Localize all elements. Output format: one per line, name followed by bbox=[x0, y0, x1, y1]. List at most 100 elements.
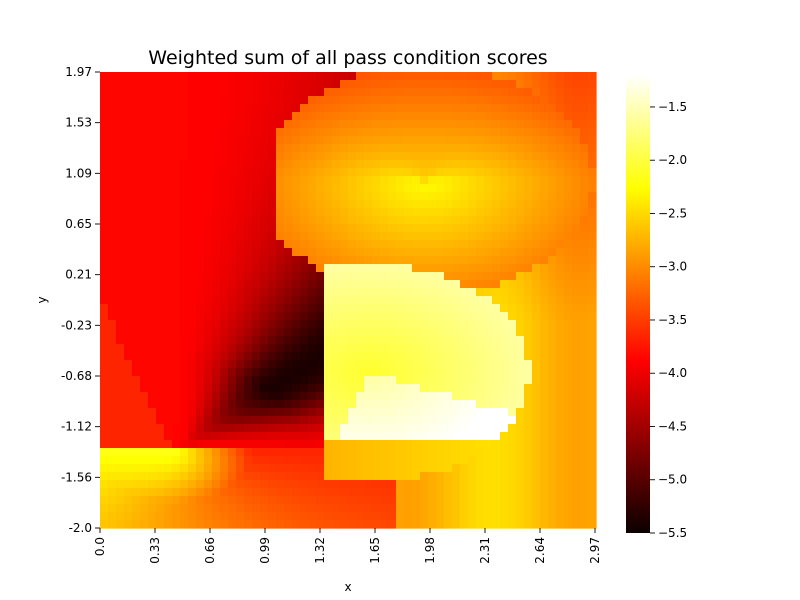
heatmap-cell bbox=[180, 168, 189, 177]
heatmap-cell bbox=[428, 520, 437, 529]
heatmap-cell bbox=[532, 272, 541, 281]
heatmap-cell bbox=[340, 184, 349, 193]
heatmap-cell bbox=[508, 464, 517, 473]
heatmap-cell bbox=[212, 144, 221, 153]
heatmap-cell bbox=[244, 480, 253, 489]
heatmap-cell bbox=[508, 248, 517, 257]
heatmap-cell bbox=[380, 432, 389, 441]
heatmap-cell bbox=[396, 464, 405, 473]
heatmap-cell bbox=[524, 184, 533, 193]
heatmap-cell bbox=[436, 96, 445, 105]
heatmap-cell bbox=[148, 160, 157, 169]
heatmap-cell bbox=[364, 200, 373, 209]
heatmap-cell bbox=[364, 192, 373, 201]
heatmap-cell bbox=[196, 272, 205, 281]
heatmap-cell bbox=[580, 312, 589, 321]
heatmap-cell bbox=[172, 112, 181, 121]
heatmap-cell bbox=[380, 168, 389, 177]
heatmap-cell bbox=[220, 392, 229, 401]
heatmap-cell bbox=[516, 80, 525, 89]
heatmap-cell bbox=[108, 168, 117, 177]
heatmap-cell bbox=[348, 280, 357, 289]
heatmap-cell bbox=[420, 456, 429, 465]
heatmap-cell bbox=[244, 368, 253, 377]
heatmap-cell bbox=[508, 104, 517, 113]
heatmap-cell bbox=[244, 464, 253, 473]
heatmap-cell bbox=[292, 440, 301, 449]
heatmap-cell bbox=[588, 240, 597, 249]
heatmap-cell bbox=[132, 360, 141, 369]
heatmap-cell bbox=[588, 488, 597, 497]
heatmap-cell bbox=[124, 104, 133, 113]
heatmap-cell bbox=[404, 136, 413, 145]
heatmap-cell bbox=[316, 408, 325, 417]
heatmap-cell bbox=[372, 96, 381, 105]
heatmap-cell bbox=[428, 280, 437, 289]
heatmap-cell bbox=[524, 296, 533, 305]
heatmap-cell bbox=[212, 184, 221, 193]
heatmap-cell bbox=[396, 96, 405, 105]
heatmap-cell bbox=[324, 80, 333, 89]
heatmap-cell bbox=[364, 72, 373, 81]
heatmap-cell bbox=[244, 200, 253, 209]
heatmap-cell bbox=[356, 272, 365, 281]
heatmap-cell bbox=[340, 200, 349, 209]
heatmap-cell bbox=[500, 280, 509, 289]
heatmap-cell bbox=[244, 152, 253, 161]
heatmap-cell bbox=[468, 264, 477, 273]
heatmap-cell bbox=[140, 232, 149, 241]
heatmap-cell bbox=[124, 376, 133, 385]
heatmap-cell bbox=[436, 80, 445, 89]
heatmap-cell bbox=[156, 488, 165, 497]
heatmap-cell bbox=[292, 408, 301, 417]
heatmap-cell bbox=[356, 256, 365, 265]
heatmap-cell bbox=[452, 264, 461, 273]
heatmap-cell bbox=[100, 272, 109, 281]
heatmap-cell bbox=[564, 416, 573, 425]
heatmap-cell bbox=[404, 424, 413, 433]
heatmap-cell bbox=[156, 216, 165, 225]
heatmap-cell bbox=[388, 128, 397, 137]
heatmap-cell bbox=[404, 120, 413, 129]
heatmap-cell bbox=[292, 128, 301, 137]
heatmap-cell bbox=[332, 312, 341, 321]
heatmap-cell bbox=[220, 136, 229, 145]
heatmap-cell bbox=[252, 168, 261, 177]
heatmap-cell bbox=[172, 144, 181, 153]
heatmap-cell bbox=[180, 400, 189, 409]
heatmap-cell bbox=[324, 152, 333, 161]
heatmap-cell bbox=[116, 72, 125, 81]
heatmap-cell bbox=[124, 312, 133, 321]
heatmap-cell bbox=[188, 192, 197, 201]
heatmap-cell bbox=[396, 504, 405, 513]
heatmap-cell bbox=[452, 96, 461, 105]
y-tick-label: 0.21 bbox=[65, 268, 92, 282]
heatmap-cell bbox=[196, 416, 205, 425]
heatmap-cell bbox=[252, 400, 261, 409]
heatmap-cell bbox=[436, 520, 445, 529]
heatmap-cell bbox=[308, 280, 317, 289]
heatmap-cell bbox=[452, 232, 461, 241]
heatmap-cell bbox=[508, 336, 517, 345]
heatmap-cell bbox=[556, 112, 565, 121]
heatmap-cell bbox=[220, 152, 229, 161]
heatmap-cell bbox=[236, 320, 245, 329]
heatmap-cell bbox=[204, 400, 213, 409]
heatmap-cell bbox=[540, 400, 549, 409]
heatmap-cell bbox=[396, 216, 405, 225]
heatmap-cell bbox=[364, 232, 373, 241]
heatmap-cell bbox=[436, 504, 445, 513]
heatmap-cell bbox=[172, 424, 181, 433]
heatmap-cell bbox=[516, 184, 525, 193]
heatmap-cell bbox=[252, 408, 261, 417]
heatmap-cell bbox=[140, 288, 149, 297]
heatmap-cell bbox=[340, 432, 349, 441]
heatmap-cell bbox=[588, 344, 597, 353]
heatmap-cell bbox=[540, 248, 549, 257]
heatmap-cell bbox=[196, 296, 205, 305]
heatmap-cell bbox=[564, 144, 573, 153]
heatmap-cell bbox=[140, 256, 149, 265]
heatmap-cell bbox=[492, 400, 501, 409]
heatmap-cell bbox=[268, 344, 277, 353]
x-tick-label: 0.0 bbox=[93, 537, 107, 556]
